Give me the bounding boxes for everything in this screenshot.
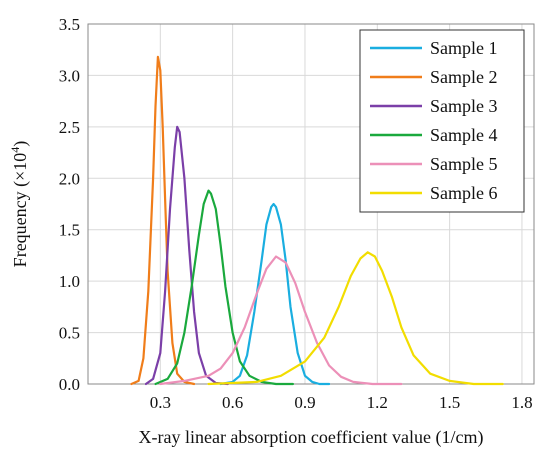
y-tick-label: 1.5 — [59, 221, 80, 240]
y-tick-labels: 0.0 0.5 1.0 1.5 2.0 2.5 3.0 3.5 — [59, 15, 80, 394]
x-tick-label: 0.9 — [294, 393, 315, 412]
plot-frame — [87, 23, 535, 385]
y-tick-label: 3.5 — [59, 15, 80, 34]
y-tick-label: 2.0 — [59, 169, 80, 188]
series-line-sample-6 — [207, 251, 504, 386]
x-axis-label: X-ray linear absorption coefficient valu… — [138, 427, 483, 448]
y-axis-label-close: ) — [10, 141, 31, 147]
legend-label-sample-6: Sample 6 — [430, 183, 498, 203]
y-tick-label: 0.5 — [59, 324, 80, 343]
y-tick-label: 2.5 — [59, 118, 80, 137]
legend: Sample 1 Sample 2 Sample 3 Sample 4 Sample 5… — [359, 29, 525, 213]
y-tick-label: 1.0 — [59, 272, 80, 291]
legend-label-sample-4: Sample 4 — [430, 125, 498, 145]
legend-label-sample-3: Sample 3 — [430, 96, 498, 116]
series-line-sample-2 — [130, 55, 196, 386]
legend-label-sample-1: Sample 1 — [430, 38, 498, 58]
legend-box — [359, 29, 525, 213]
series-line-sample-3 — [144, 125, 229, 386]
series-lines — [130, 55, 504, 386]
y-tick-label: 0.0 — [59, 375, 80, 394]
x-tick-labels: 0.3 0.6 0.9 1.2 1.5 1.8 — [150, 393, 533, 412]
series-line-sample-5 — [159, 255, 403, 386]
x-tick-label: 0.6 — [222, 393, 243, 412]
y-tick-label: 3.0 — [59, 66, 80, 85]
y-axis-label-exponent: 4 — [8, 147, 22, 153]
legend-label-sample-2: Sample 2 — [430, 67, 498, 87]
x-tick-label: 1.8 — [511, 393, 532, 412]
y-axis-label-main: Frequency (×10 — [10, 153, 31, 268]
series-line-sample-1 — [219, 202, 331, 386]
series-line-sample-4 — [154, 189, 294, 386]
y-axis-label: Frequency (×104) — [8, 141, 31, 268]
legend-label-sample-5: Sample 5 — [430, 154, 498, 174]
x-tick-label: 1.5 — [439, 393, 460, 412]
x-tick-label: 0.3 — [150, 393, 171, 412]
x-tick-label: 1.2 — [367, 393, 388, 412]
